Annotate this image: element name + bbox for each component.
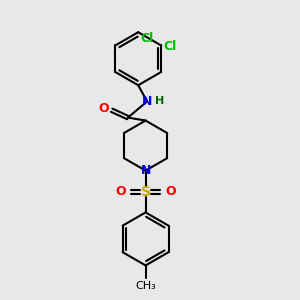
Text: Cl: Cl (164, 40, 177, 53)
Text: S: S (141, 185, 151, 199)
Text: H: H (155, 96, 164, 106)
Text: O: O (115, 185, 126, 198)
Text: CH₃: CH₃ (135, 281, 156, 291)
Text: N: N (142, 95, 152, 108)
Text: Cl: Cl (141, 32, 154, 45)
Text: N: N (140, 164, 151, 177)
Text: O: O (98, 102, 109, 115)
Text: O: O (165, 185, 176, 198)
